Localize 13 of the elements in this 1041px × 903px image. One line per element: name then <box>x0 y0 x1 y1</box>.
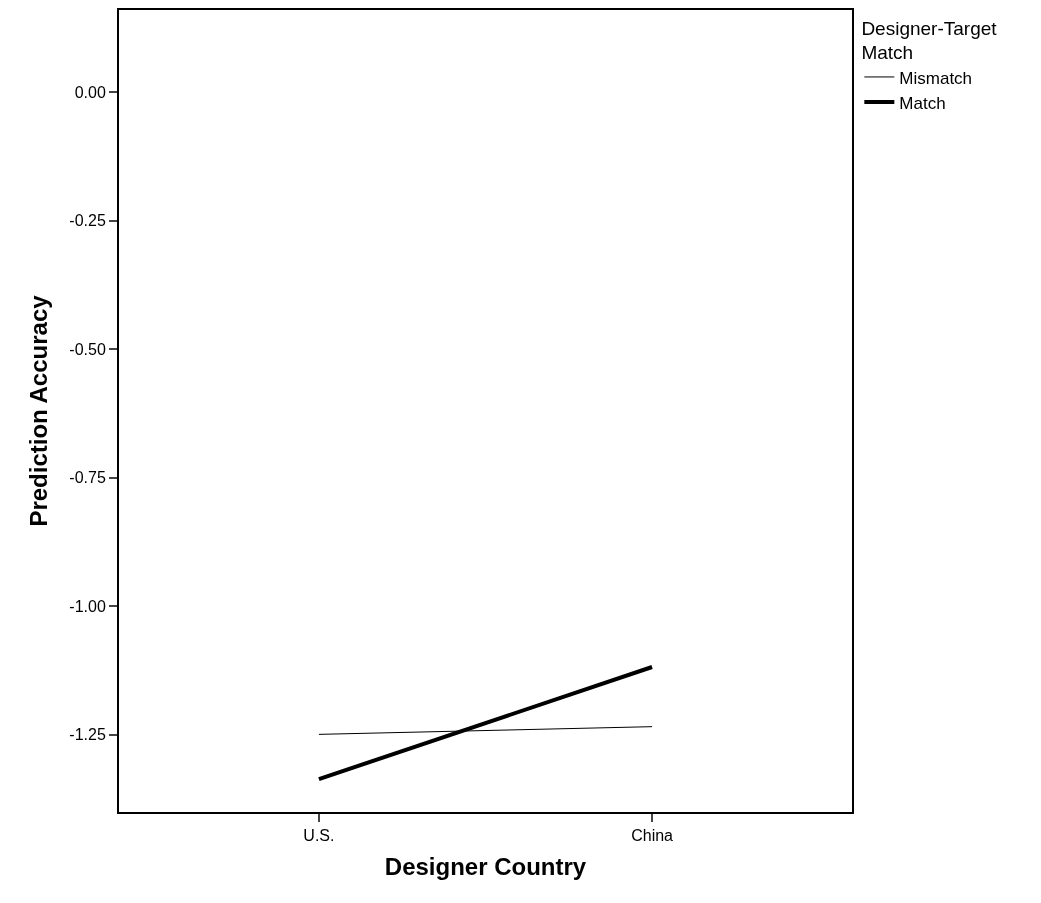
y-axis-title: Prediction Accuracy <box>24 294 52 527</box>
y-tick-label: 0.00 <box>74 83 106 101</box>
x-tick-label: China <box>631 827 674 845</box>
y-tick-label: -0.75 <box>69 469 106 487</box>
y-tick-label: -0.50 <box>69 340 106 358</box>
y-tick-label: -1.00 <box>69 597 106 615</box>
legend-label: Mismatch <box>899 68 973 88</box>
y-tick-label: -0.25 <box>69 212 106 230</box>
y-tick-label: -1.25 <box>69 726 106 744</box>
x-tick-label: U.S. <box>303 827 335 845</box>
legend-title: Designer-Target Match <box>861 17 998 64</box>
legend-label: Match <box>899 93 946 113</box>
x-axis-title: Designer Country <box>384 853 587 880</box>
